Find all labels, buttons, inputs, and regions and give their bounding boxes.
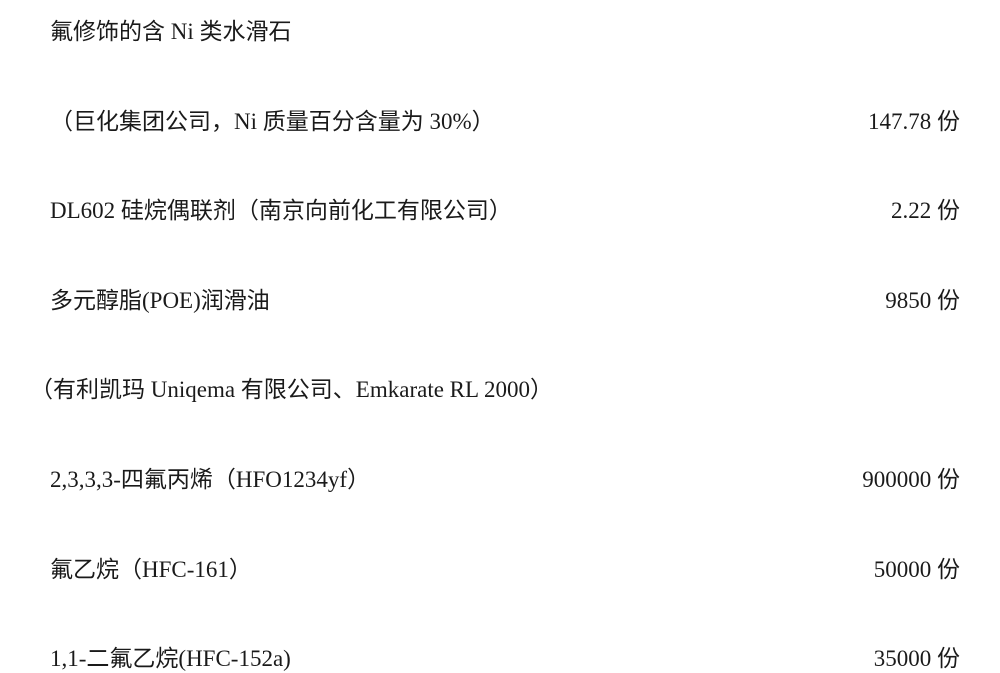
document-line: （巨化集团公司，Ni 质量百分含量为 30%） 147.78 份 <box>50 108 960 136</box>
document-line: 氟修饰的含 Ni 类水滑石 <box>50 18 960 46</box>
document-line: 1,1-二氟乙烷(HFC-152a) 35000 份 <box>50 645 960 673</box>
document-line: 多元醇脂(POE)润滑油 9850 份 <box>50 287 960 315</box>
line-left-text: DL602 硅烷偶联剂（南京向前化工有限公司） <box>50 197 512 225</box>
line-left-text: 氟修饰的含 Ni 类水滑石 <box>50 18 292 46</box>
line-left-text: （有利凯玛 Uniqema 有限公司、Emkarate RL 2000） <box>30 376 553 404</box>
line-right-value: 147.78 份 <box>868 108 960 136</box>
line-right-value: 9850 份 <box>885 287 960 315</box>
document-line: 氟乙烷（HFC-161） 50000 份 <box>50 556 960 584</box>
line-left-text: 1,1-二氟乙烷(HFC-152a) <box>50 645 291 673</box>
line-left-text: 氟乙烷（HFC-161） <box>50 556 252 584</box>
line-left-text: 2,3,3,3-四氟丙烯（HFO1234yf） <box>50 466 370 494</box>
line-left-text: （巨化集团公司，Ni 质量百分含量为 30%） <box>50 108 495 136</box>
line-right-value: 900000 份 <box>862 466 960 494</box>
document-line: DL602 硅烷偶联剂（南京向前化工有限公司） 2.22 份 <box>50 197 960 225</box>
line-right-value: 50000 份 <box>874 556 960 584</box>
document-page: 氟修饰的含 Ni 类水滑石 （巨化集团公司，Ni 质量百分含量为 30%） 14… <box>0 0 1000 673</box>
document-line: （有利凯玛 Uniqema 有限公司、Emkarate RL 2000） <box>30 376 960 404</box>
document-line: 2,3,3,3-四氟丙烯（HFO1234yf） 900000 份 <box>50 466 960 494</box>
line-right-value: 2.22 份 <box>891 197 960 225</box>
line-left-text: 多元醇脂(POE)润滑油 <box>50 287 270 315</box>
line-right-value: 35000 份 <box>874 645 960 673</box>
